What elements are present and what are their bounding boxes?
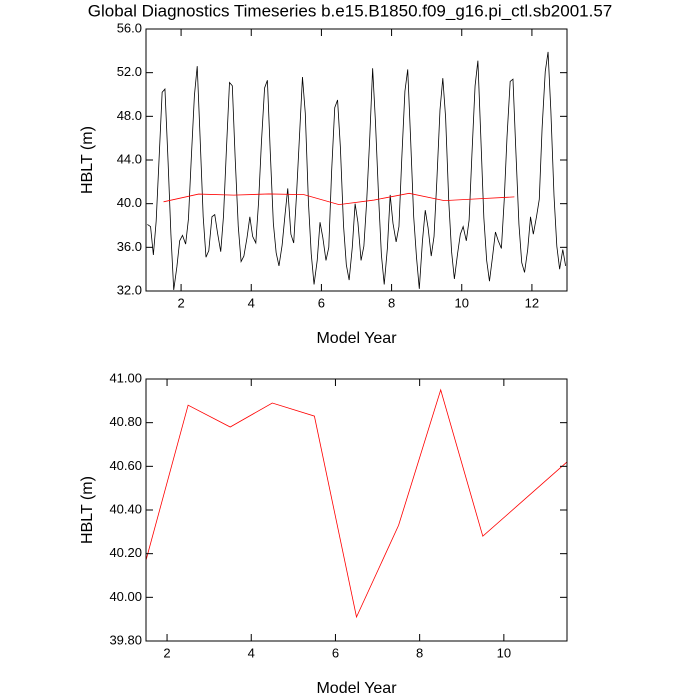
y-tick-label: 52.0 xyxy=(117,64,142,79)
y-tick-label: 36.0 xyxy=(117,239,142,254)
x-tick-label: 4 xyxy=(248,295,255,310)
y-tick-label: 48.0 xyxy=(117,108,142,123)
x-tick-label: 8 xyxy=(416,645,423,660)
data-line xyxy=(163,192,515,206)
y-axis-label: HBLT (m) xyxy=(79,126,96,194)
x-tick-label: 4 xyxy=(248,645,255,660)
y-tick-label: 40.80 xyxy=(109,414,142,429)
y-tick-label: 56.0 xyxy=(117,20,142,35)
y-tick-label: 40.60 xyxy=(109,458,142,473)
y-tick-label: 39.80 xyxy=(109,632,142,647)
y-tick-label: 40.40 xyxy=(109,501,142,516)
x-tick-label: 8 xyxy=(388,295,395,310)
x-tick-label: 2 xyxy=(177,295,184,310)
y-tick-label: 41.00 xyxy=(109,370,142,385)
x-tick-label: 10 xyxy=(497,645,511,660)
x-tick-label: 10 xyxy=(455,295,469,310)
y-tick-label: 44.0 xyxy=(117,151,142,166)
x-tick-label: 6 xyxy=(332,645,339,660)
y-tick-label: 32.0 xyxy=(117,282,142,297)
plot-frame xyxy=(145,28,568,292)
chart-title: Global Diagnostics Timeseries b.e15.B185… xyxy=(88,1,613,20)
data-line xyxy=(147,51,566,290)
y-axis-label: HBLT (m) xyxy=(79,476,96,544)
plot-frame xyxy=(145,378,568,642)
y-tick-label: 40.0 xyxy=(117,195,142,210)
x-axis-label: Model Year xyxy=(316,330,397,347)
x-tick-label: 2 xyxy=(163,645,170,660)
data-line xyxy=(145,388,568,619)
x-tick-label: 12 xyxy=(525,295,539,310)
x-axis-label: Model Year xyxy=(316,680,397,697)
x-tick-label: 6 xyxy=(318,295,325,310)
y-tick-label: 40.20 xyxy=(109,545,142,560)
y-tick-label: 40.00 xyxy=(109,589,142,604)
